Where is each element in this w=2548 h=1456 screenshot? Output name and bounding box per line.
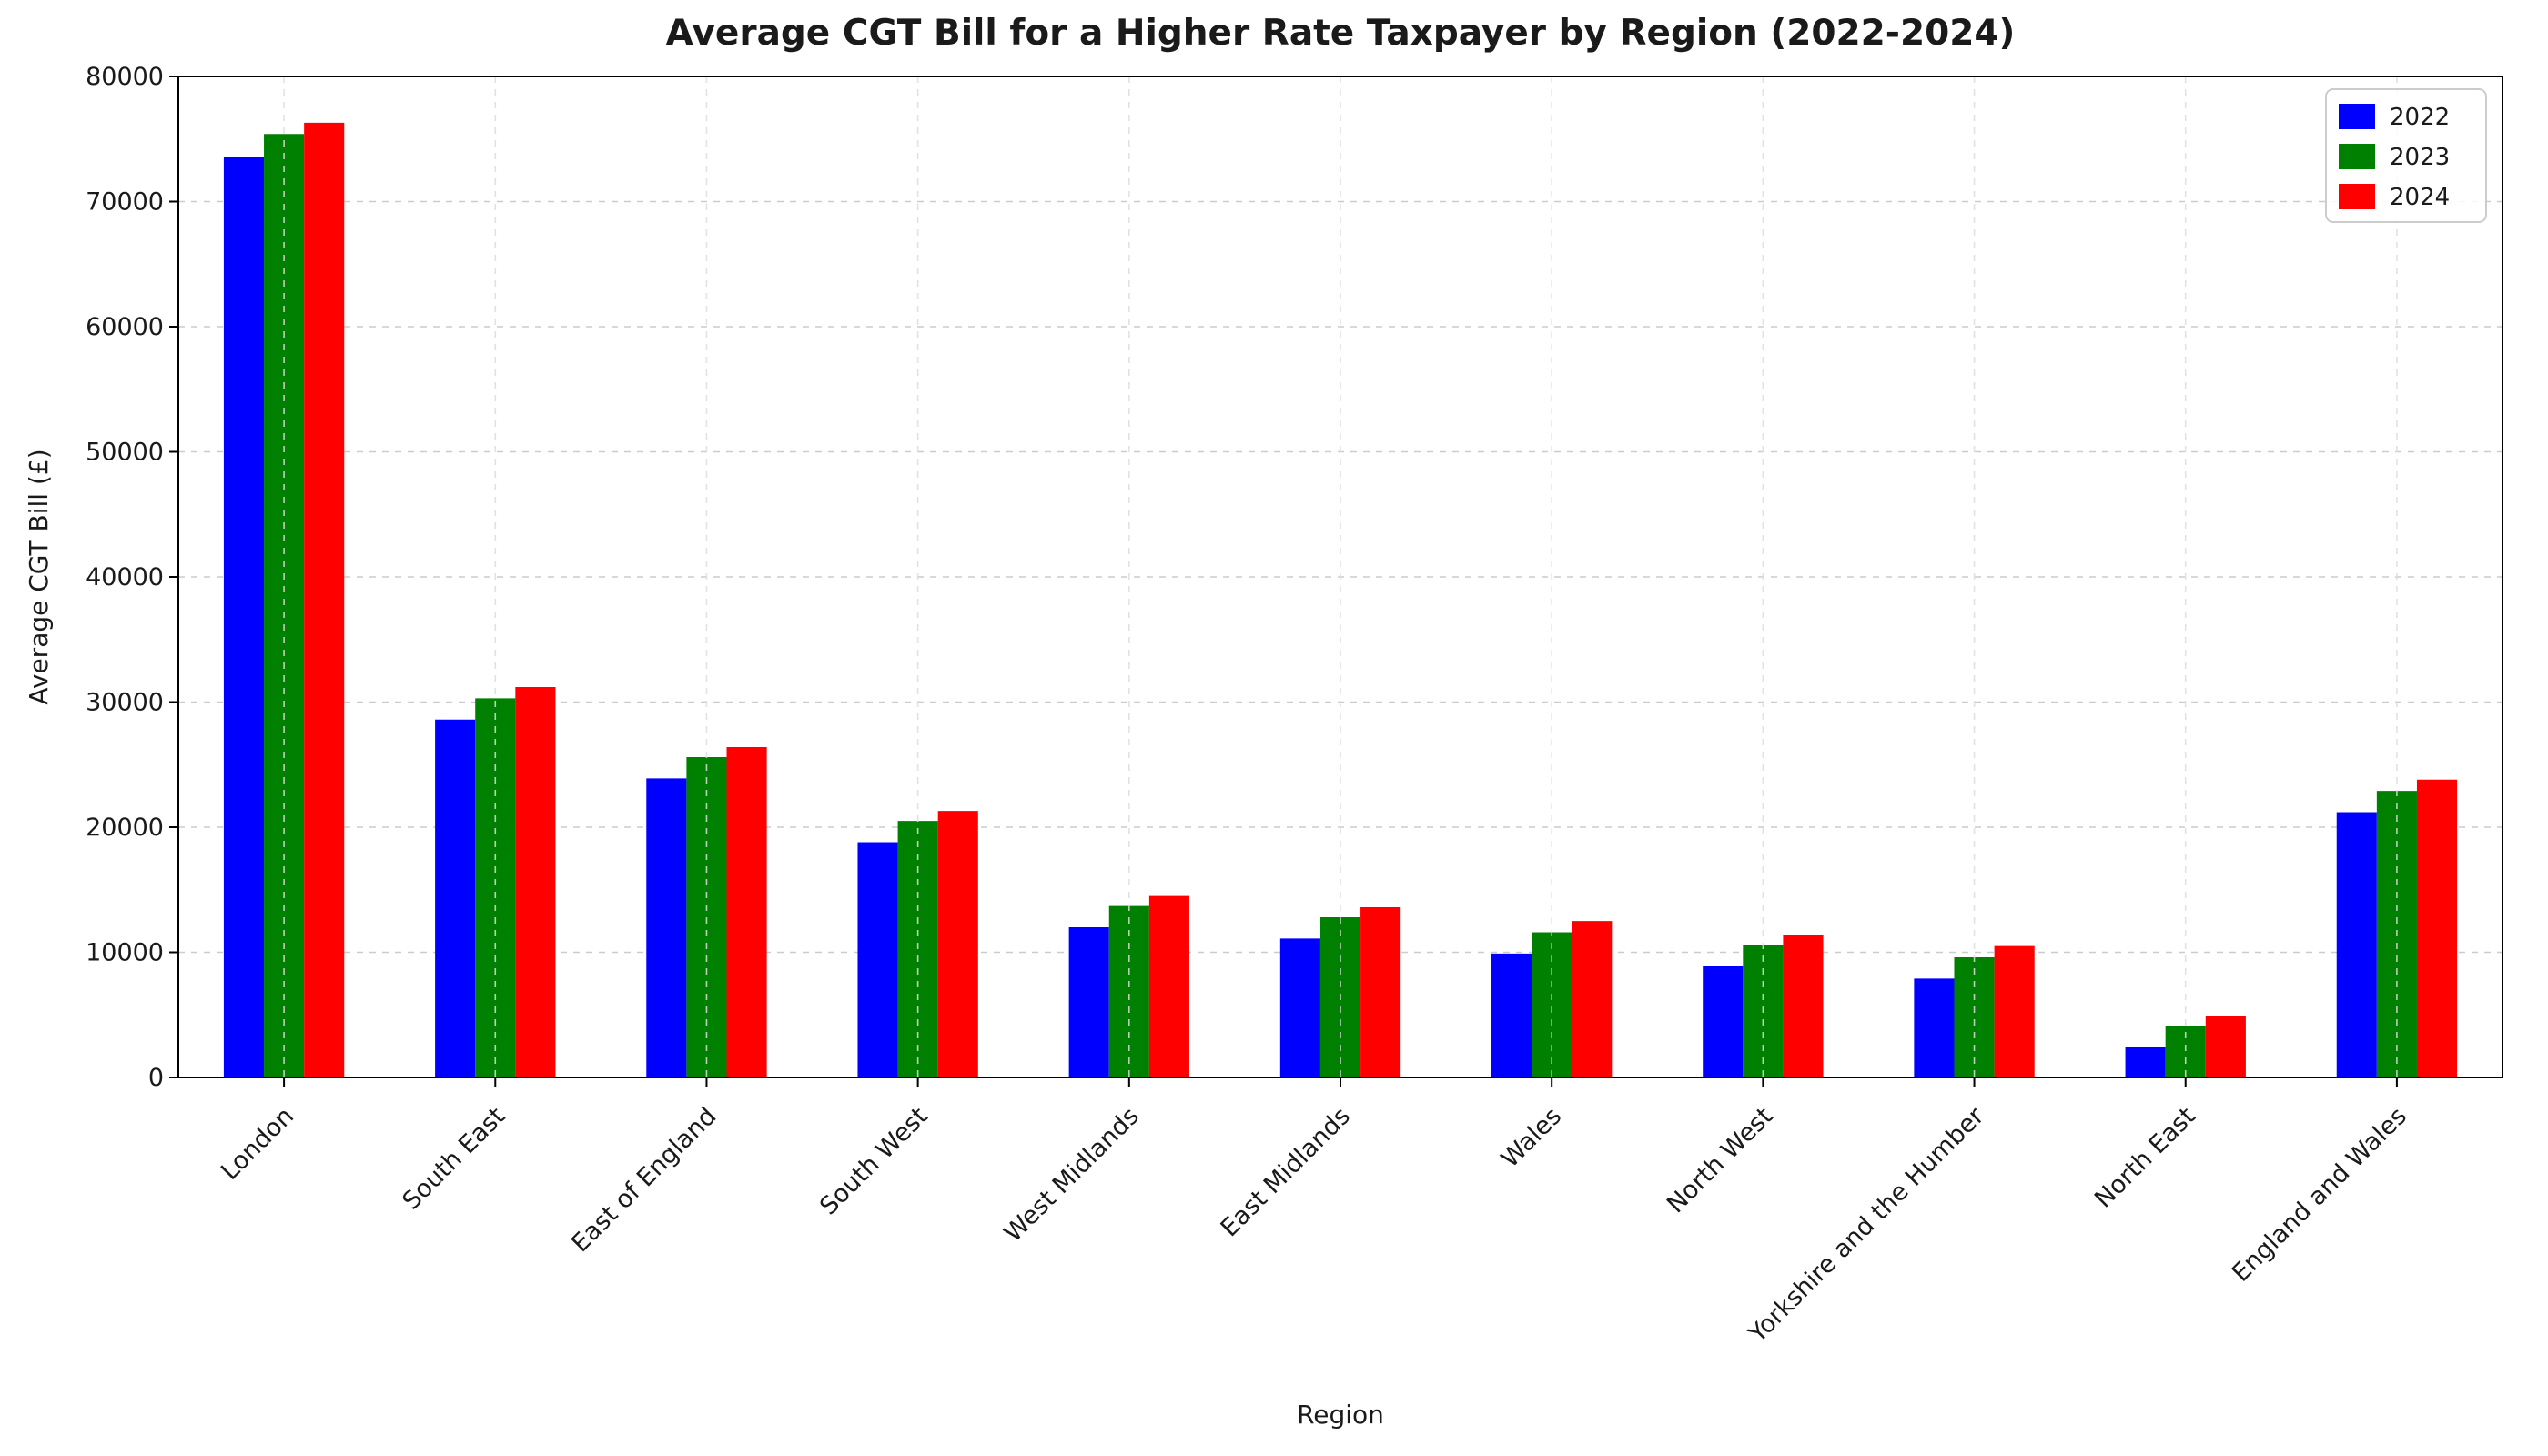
bar-2022 <box>1279 938 1320 1077</box>
y-tick-label: 40000 <box>86 563 164 592</box>
bar-2024 <box>937 811 978 1077</box>
y-tick-label: 50000 <box>86 439 164 467</box>
x-tick-label: West Midlands <box>999 1102 1145 1248</box>
x-tick-label: England and Wales <box>2227 1102 2412 1288</box>
bar-2022 <box>223 157 265 1077</box>
chart-title: Average CGT Bill for a Higher Rate Taxpa… <box>665 13 2016 54</box>
bar-2024 <box>2416 779 2458 1077</box>
y-tick-label: 20000 <box>86 814 164 842</box>
x-tick-label: North East <box>2089 1102 2201 1214</box>
y-tick-label: 10000 <box>86 939 164 967</box>
legend-label-2022: 2022 <box>2390 104 2450 131</box>
x-tick-label: Wales <box>1496 1102 1567 1173</box>
y-tick-label: 30000 <box>86 689 164 717</box>
x-tick-label: South West <box>814 1102 933 1220</box>
bar-2022 <box>2125 1047 2166 1077</box>
legend-label-2023: 2023 <box>2390 144 2450 171</box>
bar-2024 <box>1994 945 2035 1077</box>
x-tick-label: East of England <box>566 1102 722 1258</box>
y-tick-label: 60000 <box>86 313 164 341</box>
bar-2024 <box>1360 907 1401 1077</box>
bar-2022 <box>1068 927 1109 1077</box>
bar-2022 <box>1914 978 1955 1077</box>
bar-2023 <box>1532 932 1572 1077</box>
y-tick-label: 0 <box>148 1064 164 1092</box>
bar-2024 <box>726 747 767 1077</box>
x-tick-label: North West <box>1662 1102 1778 1218</box>
x-tick-label: Yorkshire and the Humber <box>1743 1101 1990 1349</box>
y-tick-label: 70000 <box>86 188 164 217</box>
bar-2024 <box>304 122 345 1077</box>
bar-2024 <box>1783 935 1824 1077</box>
bar-2024 <box>1572 921 1613 1077</box>
bar-2022 <box>1491 953 1532 1077</box>
legend-swatch-2022 <box>2339 104 2375 129</box>
bar-2022 <box>857 842 898 1077</box>
bar-2024 <box>515 687 556 1077</box>
y-tick-label: 80000 <box>86 63 164 91</box>
bar-2024 <box>2205 1016 2246 1077</box>
legend-swatch-2024 <box>2339 184 2375 209</box>
bar-2022 <box>1703 966 1744 1077</box>
bar-2022 <box>2336 812 2377 1077</box>
bar-2024 <box>1148 895 1189 1077</box>
x-tick-label: London <box>216 1102 299 1186</box>
legend-label-2024: 2024 <box>2390 184 2450 211</box>
bar-2022 <box>646 778 687 1077</box>
bar-2023 <box>475 698 516 1077</box>
x-tick-label: East Midlands <box>1216 1102 1356 1242</box>
legend-swatch-2023 <box>2339 144 2375 169</box>
x-tick-label: South East <box>398 1102 511 1216</box>
x-axis-label: Region <box>1297 1400 1384 1430</box>
bar-2022 <box>435 719 476 1077</box>
